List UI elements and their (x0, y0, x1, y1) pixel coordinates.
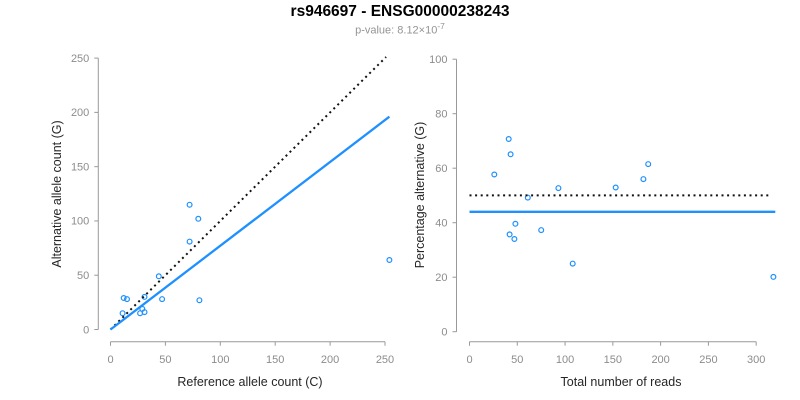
p-value-text: p-value: 8.12×10 (355, 24, 438, 37)
y-tick-label: 60 (435, 163, 447, 175)
y-tick-label: 200 (71, 107, 89, 119)
data-point (196, 297, 203, 304)
data-point (645, 161, 652, 168)
data-point (524, 194, 531, 201)
y-tick-label: 20 (435, 272, 447, 284)
right-yaxis-title: Percentage alternative (G) (413, 121, 427, 269)
y-tick-label: 100 (71, 216, 89, 228)
x-tick-label: 100 (211, 354, 229, 366)
figure-subtitle: p-value: 8.12×10-7 (0, 21, 800, 37)
data-point (155, 273, 162, 280)
data-point (120, 295, 127, 302)
x-tick-label: 50 (159, 354, 171, 366)
figure-title: rs946697 - ENSG00000238243 (290, 3, 510, 20)
data-point (538, 227, 545, 234)
data-point (195, 215, 202, 222)
data-point (511, 236, 518, 243)
data-point (186, 238, 193, 245)
data-point (506, 231, 513, 238)
data-point (386, 257, 393, 264)
data-point (141, 309, 148, 316)
data-point (770, 273, 777, 280)
right-xaxis-title: Total number of reads (560, 375, 682, 389)
data-point (640, 176, 647, 183)
x-tick-label: 0 (466, 354, 472, 366)
y-tick-label: 40 (435, 218, 447, 230)
x-tick-label: 150 (266, 354, 284, 366)
data-point (555, 185, 562, 192)
y-tick-label: 150 (71, 161, 89, 173)
x-tick-label: 250 (376, 354, 394, 366)
data-point (505, 136, 512, 143)
data-point (512, 220, 519, 227)
p-value-exponent: -7 (437, 21, 445, 31)
data-point (569, 260, 576, 267)
data-point (507, 151, 514, 158)
data-point (119, 310, 126, 317)
y-tick-label: 100 (429, 54, 447, 66)
plot-allele-counts-scatter: 0 50 100 150 200 250 0 50 100 150 200 250 (71, 53, 394, 366)
identity-line (109, 56, 387, 331)
regression-line (109, 115, 391, 331)
left-xaxis-title: Reference allele count (C) (177, 375, 323, 389)
x-tick-label: 300 (747, 354, 765, 366)
left-yaxis-title: Alternative allele count (G) (50, 120, 64, 268)
x-tick-label: 200 (651, 354, 669, 366)
x-tick-label: 250 (699, 354, 717, 366)
data-point (159, 296, 166, 303)
x-tick-label: 150 (604, 354, 622, 366)
data-point (491, 171, 498, 178)
y-tick-label: 50 (77, 270, 89, 282)
y-tick-label: 0 (83, 324, 89, 336)
data-point (123, 296, 130, 303)
x-tick-label: 100 (556, 354, 574, 366)
x-tick-label: 200 (321, 354, 339, 366)
data-point (186, 201, 193, 208)
x-tick-label: 50 (511, 354, 523, 366)
y-tick-label: 0 (441, 327, 447, 339)
plot-percentage-alternative-scatter: 0 50 100 150 200 250 300 0 20 40 60 80 100 (429, 54, 777, 366)
y-tick-label: 250 (71, 53, 89, 65)
x-tick-label: 0 (107, 354, 113, 366)
data-point (612, 184, 619, 191)
y-tick-label: 80 (435, 109, 447, 121)
